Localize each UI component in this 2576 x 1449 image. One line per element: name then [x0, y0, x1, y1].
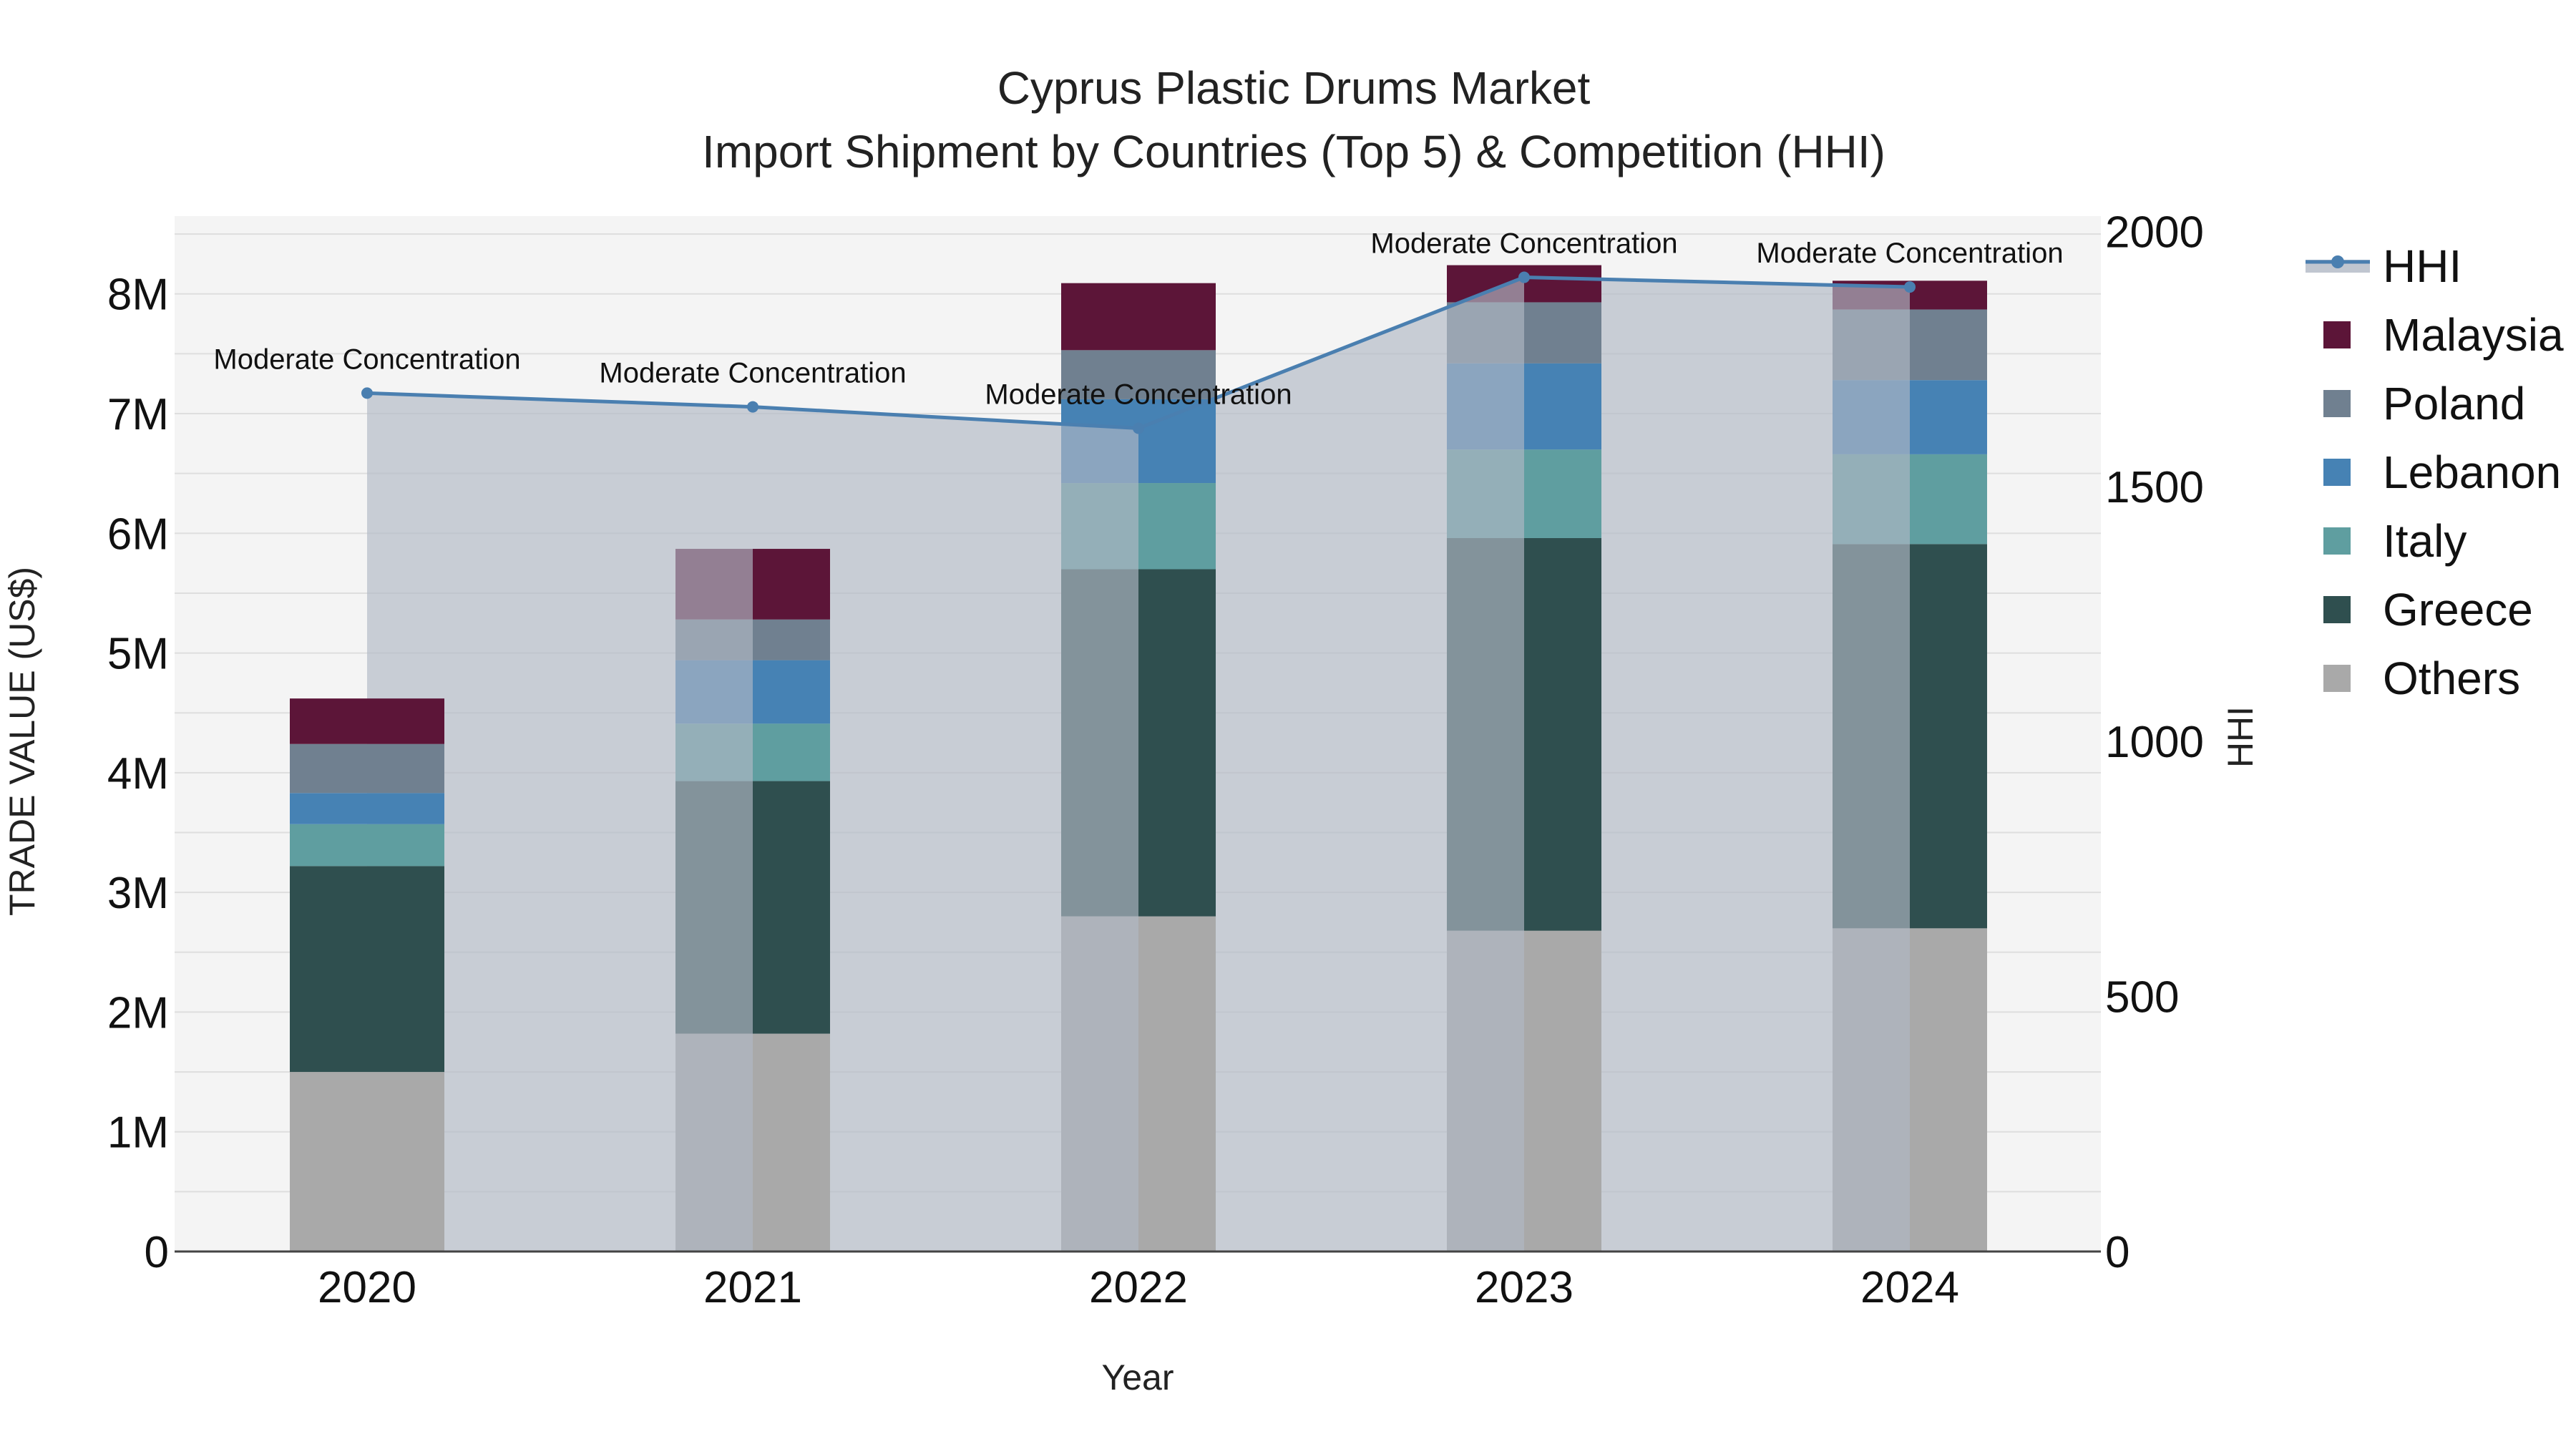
legend-label-greece[interactable]: Greece — [2383, 584, 2533, 635]
legend-label-others[interactable]: Others — [2383, 653, 2520, 704]
x-axis-title: Year — [1101, 1357, 1174, 1397]
bar-segment-lebanon-2024[interactable] — [1910, 380, 1987, 454]
y-tick-label: 5M — [107, 630, 169, 679]
y-tick-label: 6M — [107, 509, 169, 559]
y-tick-label: 8M — [107, 270, 169, 320]
legend-label-malaysia[interactable]: Malaysia — [2383, 309, 2564, 361]
bar-segment-greece-2020[interactable] — [367, 866, 444, 1073]
hhi-annotation: Moderate Concentration — [1370, 228, 1677, 260]
y2-axis-title: HHI — [2220, 706, 2260, 768]
x-tick-label: 2021 — [703, 1263, 802, 1312]
bar-segment-italy-2021[interactable] — [753, 723, 830, 781]
bar-segment-poland-2024[interactable] — [1910, 309, 1987, 381]
bars-right-layer — [367, 265, 1987, 1252]
legend-swatch-others — [2323, 665, 2351, 692]
y-tick-label: 1M — [107, 1108, 169, 1158]
bar-segment-malaysia-2020[interactable] — [367, 698, 444, 744]
bar-segment-poland-2022[interactable] — [1061, 350, 1138, 399]
bar-segment-lebanon-2020[interactable] — [290, 793, 367, 824]
y2-axis-ticks: 0 500 1000 1500 2000 — [2105, 208, 2204, 1277]
bar-segment-poland-2021[interactable] — [753, 619, 830, 660]
hhi-annotation: Moderate Concentration — [985, 379, 1292, 411]
y2-tick-label: 1000 — [2105, 718, 2204, 767]
legend-swatch-greece — [2323, 596, 2351, 623]
bar-segment-others-2020[interactable] — [367, 1072, 444, 1252]
bar-segment-italy-2020[interactable] — [367, 824, 444, 867]
y-axis-ticks: 0 1M 2M 3M 4M 5M 6M 7M 8M — [107, 270, 169, 1277]
bar-segment-poland-2023[interactable] — [1524, 302, 1601, 364]
bar-segment-poland-2020[interactable] — [367, 743, 444, 794]
hhi-point[interactable] — [1904, 281, 1916, 293]
hhi-point[interactable] — [1518, 271, 1530, 283]
legend-swatch-lebanon — [2323, 459, 2351, 486]
bar-segment-malaysia-2020[interactable] — [290, 698, 367, 744]
y-tick-label: 4M — [107, 749, 169, 799]
bar-segment-italy-2024[interactable] — [1910, 454, 1987, 545]
hhi-point[interactable] — [361, 387, 373, 399]
hhi-annotation: Moderate Concentration — [213, 343, 520, 375]
bar-segment-italy-2020[interactable] — [290, 824, 367, 867]
bar-segment-malaysia-2024[interactable] — [1910, 280, 1987, 310]
bar-segment-poland-2020[interactable] — [290, 743, 367, 794]
y-tick-label: 3M — [107, 869, 169, 918]
hhi-points — [361, 271, 1916, 434]
hhi-annotations: Moderate Concentration Moderate Concentra… — [213, 228, 2063, 411]
bar-segment-others-2020[interactable] — [290, 1072, 367, 1252]
legend-label-hhi[interactable]: HHI — [2383, 240, 2462, 292]
legend-label-poland[interactable]: Poland — [2383, 378, 2525, 429]
bar-segment-others-2023[interactable] — [1524, 930, 1601, 1252]
x-tick-label: 2024 — [1860, 1263, 1959, 1312]
y-axis-title: TRADE VALUE (US$) — [2, 567, 42, 916]
x-tick-label: 2020 — [318, 1263, 416, 1312]
y-tick-label: 0 — [145, 1228, 169, 1277]
bar-segment-greece-2021[interactable] — [753, 781, 830, 1034]
bar-segment-malaysia-2022[interactable] — [1138, 283, 1216, 351]
bar-segment-malaysia-2022[interactable] — [1061, 283, 1138, 351]
x-tick-label: 2022 — [1089, 1263, 1188, 1312]
x-tick-label: 2023 — [1475, 1263, 1574, 1312]
y2-tick-label: 2000 — [2105, 208, 2204, 257]
bar-segment-others-2024[interactable] — [1910, 928, 1987, 1252]
hhi-annotation: Moderate Concentration — [599, 358, 906, 389]
bar-segment-italy-2023[interactable] — [1524, 449, 1601, 538]
bar-segment-others-2021[interactable] — [753, 1033, 830, 1252]
hhi-point[interactable] — [1133, 422, 1144, 434]
bar-segment-lebanon-2020[interactable] — [367, 793, 444, 824]
y-tick-label: 7M — [107, 390, 169, 439]
legend-hhi-marker — [2331, 255, 2344, 268]
legend-swatch-poland — [2323, 390, 2351, 417]
bar-segment-greece-2022[interactable] — [1138, 569, 1216, 917]
legend: HHI Malaysia Poland Lebanon Italy Greece Other… — [2306, 240, 2564, 704]
bar-segment-poland-2022[interactable] — [1138, 350, 1216, 399]
legend-swatch-italy — [2323, 527, 2351, 555]
y2-tick-label: 0 — [2105, 1228, 2129, 1277]
bar-segment-greece-2020[interactable] — [290, 866, 367, 1073]
y-tick-label: 2M — [107, 988, 169, 1038]
legend-label-lebanon[interactable]: Lebanon — [2383, 447, 2561, 498]
legend-label-italy[interactable]: Italy — [2383, 515, 2467, 567]
y2-tick-label: 1500 — [2105, 463, 2204, 512]
bar-segment-malaysia-2023[interactable] — [1524, 265, 1601, 303]
bar-segment-malaysia-2021[interactable] — [753, 549, 830, 620]
bar-segment-others-2022[interactable] — [1138, 916, 1216, 1252]
bar-segment-lebanon-2021[interactable] — [753, 660, 830, 724]
chart-title: Cyprus Plastic Drums Market — [997, 62, 1591, 114]
legend-swatch-malaysia — [2323, 321, 2351, 348]
chart-subtitle: Import Shipment by Countries (Top 5) & C… — [702, 126, 1885, 177]
bar-segment-italy-2022[interactable] — [1138, 483, 1216, 570]
x-axis-ticks: 2020 2021 2022 2023 2024 — [318, 1263, 1959, 1312]
bar-segment-greece-2023[interactable] — [1524, 537, 1601, 931]
bar-segment-greece-2024[interactable] — [1910, 544, 1987, 929]
hhi-annotation: Moderate Concentration — [1756, 238, 2063, 269]
bar-segment-lebanon-2023[interactable] — [1524, 363, 1601, 450]
hhi-point[interactable] — [747, 401, 758, 413]
y2-tick-label: 500 — [2105, 973, 2179, 1023]
